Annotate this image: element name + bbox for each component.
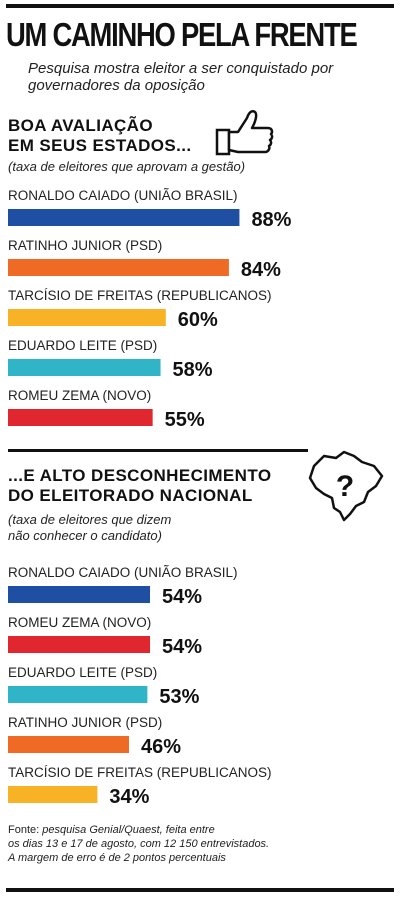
category-label: RATINHO JUNIOR (PSD) <box>8 715 162 730</box>
section2-note: (taxa de eleitores que dizem não conhece… <box>8 512 171 544</box>
section1-note-text: (taxa de eleitores que aprovam a gestão) <box>8 159 246 174</box>
section2-heading: ...E ALTO DESCONHECIMENTO DO ELEITORADO … <box>8 466 271 506</box>
chart-unknown: RONALDO CAIADO (UNIÃO BRASIL) 54% ROMEU ZE… <box>8 565 272 808</box>
category-label: RONALDO CAIADO (UNIÃO BRASIL) <box>8 188 238 203</box>
footer-source-label: Fonte: <box>8 824 40 836</box>
svg-text:?: ? <box>336 470 354 503</box>
category-label: ROMEU ZEMA (NOVO) <box>8 388 151 403</box>
value-label: 54% <box>162 636 202 658</box>
section2-note-line2: não conhecer o candidato) <box>8 528 162 543</box>
section2-note-line1: (taxa de eleitores que dizem <box>8 512 172 527</box>
bar <box>8 309 166 326</box>
chart-approval: RONALDO CAIADO (UNIÃO BRASIL) 88% RATINHO … <box>8 188 292 431</box>
bar <box>8 686 148 703</box>
section-divider <box>8 449 308 452</box>
value-label: 88% <box>251 209 291 231</box>
thumbs-up-icon <box>215 110 274 156</box>
bar <box>8 209 240 226</box>
value-label: 54% <box>162 586 202 608</box>
section2-heading-line2: DO ELEITORADO NACIONAL <box>8 486 253 505</box>
footer-line3: A margem de erro é de 2 pontos percentua… <box>8 852 226 864</box>
value-label: 58% <box>173 359 213 381</box>
footer-line1: pesquisa Genial/Quaest, feita entre <box>42 824 215 836</box>
section1-heading: BOA AVALIAÇÃO EM SEUS ESTADOS... <box>8 116 192 156</box>
section1-heading-line1: BOA AVALIAÇÃO <box>8 116 153 135</box>
page-title: UM CAMINHO PELA FRENTE <box>6 16 358 53</box>
value-label: 34% <box>109 786 149 808</box>
bar <box>8 409 153 426</box>
category-label: EDUARDO LEITE (PSD) <box>8 338 157 353</box>
section1-note: (taxa de eleitores que aprovam a gestão) <box>8 159 245 175</box>
footer-line2: os dias 13 e 17 de agosto, com 12 150 en… <box>8 838 270 850</box>
value-label: 46% <box>141 736 181 758</box>
category-label: RONALDO CAIADO (UNIÃO BRASIL) <box>8 565 238 580</box>
footer-source: Fonte: pesquisa Genial/Quaest, feita ent… <box>8 823 308 865</box>
category-label: RATINHO JUNIOR (PSD) <box>8 238 162 253</box>
bottom-rule <box>6 888 394 892</box>
bar <box>8 586 151 603</box>
value-label: 55% <box>165 409 205 431</box>
category-label: TARCÍSIO DE FREITAS (REPUBLICANOS) <box>8 765 272 780</box>
category-label: ROMEU ZEMA (NOVO) <box>8 615 151 630</box>
value-label: 53% <box>159 686 199 708</box>
subtitle: Pesquisa mostra eleitor a ser conquistad… <box>28 60 334 94</box>
bar <box>8 636 151 653</box>
bar <box>8 736 129 753</box>
value-label: 84% <box>241 259 281 281</box>
bar <box>8 259 229 276</box>
category-label: TARCÍSIO DE FREITAS (REPUBLICANOS) <box>8 288 272 303</box>
section2-heading-line1: ...E ALTO DESCONHECIMENTO <box>8 466 272 485</box>
section1-heading-line2: EM SEUS ESTADOS... <box>8 136 192 155</box>
value-label: 60% <box>178 309 218 331</box>
bar <box>8 359 161 376</box>
category-label: EDUARDO LEITE (PSD) <box>8 665 157 680</box>
top-rule <box>6 4 394 8</box>
brazil-map-question-icon: ? <box>308 450 384 522</box>
bar <box>8 786 98 803</box>
